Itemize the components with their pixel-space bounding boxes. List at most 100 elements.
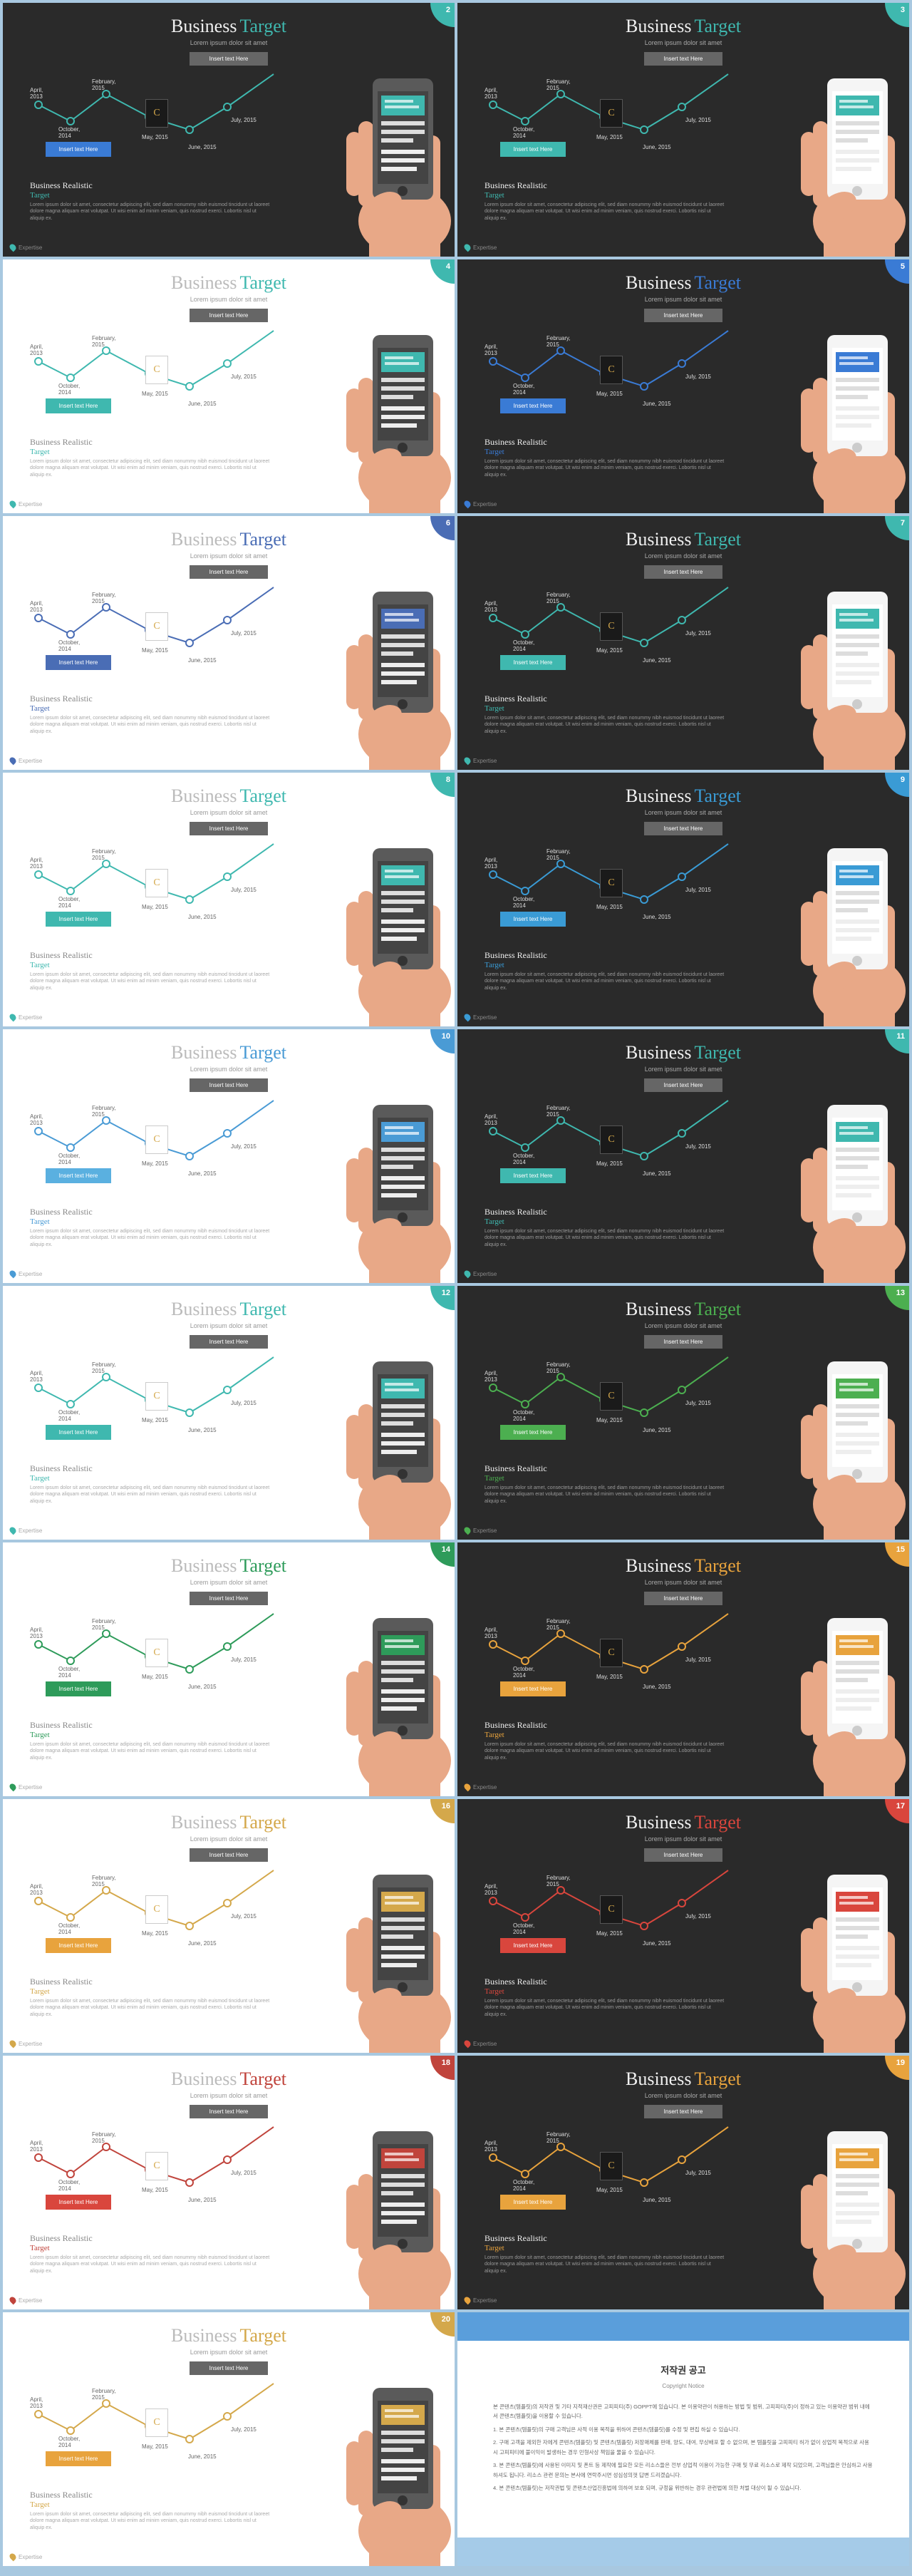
hand-phone-illustration bbox=[760, 1860, 909, 2053]
insert-text-button-top[interactable]: Insert text Here bbox=[190, 1078, 268, 1092]
title-word-1: Business bbox=[626, 2068, 691, 2089]
subtitle: Lorem ipsum dolor sit amet bbox=[3, 2349, 455, 2356]
subtitle: Lorem ipsum dolor sit amet bbox=[3, 1066, 455, 1073]
description-block: Business Realistic Target Lorem ipsum do… bbox=[484, 1207, 727, 1249]
cta-button[interactable]: Insert text Here bbox=[46, 1425, 111, 1440]
cta-button[interactable]: Insert text Here bbox=[500, 1938, 566, 1953]
footer: Expertise bbox=[465, 1783, 497, 1791]
footer: Expertise bbox=[465, 244, 497, 251]
slide-4: 4 Business Target Lorem ipsum dolor sit … bbox=[3, 259, 455, 513]
subtitle: Lorem ipsum dolor sit amet bbox=[457, 1835, 909, 1843]
insert-text-button-top[interactable]: Insert text Here bbox=[644, 1078, 722, 1092]
slide-title: Business Target bbox=[457, 1029, 909, 1063]
subtitle: Lorem ipsum dolor sit amet bbox=[3, 552, 455, 560]
insert-text-button-top[interactable]: Insert text Here bbox=[190, 52, 268, 66]
insert-text-button-top[interactable]: Insert text Here bbox=[644, 52, 722, 66]
cta-button[interactable]: Insert text Here bbox=[500, 142, 566, 157]
slide-5: 5 Business Target Lorem ipsum dolor sit … bbox=[457, 259, 909, 513]
insert-text-button-top[interactable]: Insert text Here bbox=[644, 1592, 722, 1605]
pin-icon bbox=[463, 243, 472, 252]
footer: Expertise bbox=[10, 500, 42, 508]
insert-text-button-top[interactable]: Insert text Here bbox=[190, 2361, 268, 2375]
cta-button[interactable]: Insert text Here bbox=[46, 1168, 111, 1183]
hand-phone-illustration bbox=[760, 1347, 909, 1540]
subtitle: Lorem ipsum dolor sit amet bbox=[457, 2092, 909, 2099]
title-word-2: Target bbox=[239, 16, 286, 36]
hand-phone-illustration bbox=[305, 1860, 455, 2053]
pin-icon bbox=[463, 756, 472, 766]
subtitle: Lorem ipsum dolor sit amet bbox=[457, 809, 909, 816]
slide-title: Business Target bbox=[3, 3, 455, 37]
cta-button[interactable]: Insert text Here bbox=[46, 1681, 111, 1696]
title-word-1: Business bbox=[171, 2325, 237, 2346]
cta-button[interactable]: Insert text Here bbox=[46, 142, 111, 157]
cta-button[interactable]: Insert text Here bbox=[46, 655, 111, 670]
cta-button[interactable]: Insert text Here bbox=[46, 2195, 111, 2210]
title-word-2: Target bbox=[239, 1812, 286, 1833]
cta-button[interactable]: Insert text Here bbox=[500, 1425, 566, 1440]
hand-phone-illustration bbox=[305, 64, 455, 257]
insert-text-button-top[interactable]: Insert text Here bbox=[644, 822, 722, 835]
slide-10: 10 Business Target Lorem ipsum dolor sit… bbox=[3, 1029, 455, 1283]
cta-button[interactable]: Insert text Here bbox=[500, 1168, 566, 1183]
pin-icon bbox=[9, 1269, 18, 1279]
title-word-1: Business bbox=[626, 16, 691, 36]
cta-button[interactable]: Insert text Here bbox=[500, 912, 566, 927]
center-badge: C bbox=[145, 1895, 168, 1924]
insert-text-button-top[interactable]: Insert text Here bbox=[190, 565, 268, 579]
pin-icon bbox=[9, 2552, 18, 2562]
slide-15: 15 Business Target Lorem ipsum dolor sit… bbox=[457, 1542, 909, 1796]
cta-button[interactable]: Insert text Here bbox=[500, 2195, 566, 2210]
cta-button[interactable]: Insert text Here bbox=[46, 2451, 111, 2466]
subtitle: Lorem ipsum dolor sit amet bbox=[457, 1066, 909, 1073]
subtitle: Lorem ipsum dolor sit amet bbox=[3, 2092, 455, 2099]
footer: Expertise bbox=[10, 2553, 42, 2560]
insert-text-button-top[interactable]: Insert text Here bbox=[190, 2105, 268, 2118]
pin-icon bbox=[9, 500, 18, 509]
slide-6: 6 Business Target Lorem ipsum dolor sit … bbox=[3, 516, 455, 770]
cta-button[interactable]: Insert text Here bbox=[500, 1681, 566, 1696]
slide-title: Business Target bbox=[457, 259, 909, 294]
title-word-2: Target bbox=[239, 2325, 286, 2346]
cta-button[interactable]: Insert text Here bbox=[46, 1938, 111, 1953]
cta-button[interactable]: Insert text Here bbox=[500, 398, 566, 413]
pin-icon bbox=[463, 500, 472, 509]
description-block: Business Realistic Target Lorem ipsum do… bbox=[30, 2490, 272, 2532]
hand-phone-illustration bbox=[760, 64, 909, 257]
slide-title: Business Target bbox=[457, 773, 909, 807]
center-badge: C bbox=[600, 1125, 623, 1154]
slide-14: 14 Business Target Lorem ipsum dolor sit… bbox=[3, 1542, 455, 1796]
hand-phone-illustration bbox=[760, 1604, 909, 1796]
slide-13: 13 Business Target Lorem ipsum dolor sit… bbox=[457, 1286, 909, 1540]
insert-text-button-top[interactable]: Insert text Here bbox=[190, 1335, 268, 1349]
insert-text-button-top[interactable]: Insert text Here bbox=[644, 309, 722, 322]
insert-text-button-top[interactable]: Insert text Here bbox=[190, 822, 268, 835]
footer: Expertise bbox=[10, 2297, 42, 2304]
cta-button[interactable]: Insert text Here bbox=[46, 398, 111, 413]
hand-phone-illustration bbox=[305, 1604, 455, 1796]
pin-icon bbox=[9, 2296, 18, 2305]
insert-text-button-top[interactable]: Insert text Here bbox=[190, 309, 268, 322]
title-word-1: Business bbox=[626, 785, 691, 806]
hand-phone-illustration bbox=[305, 1091, 455, 1283]
subtitle: Lorem ipsum dolor sit amet bbox=[3, 1322, 455, 1329]
insert-text-button-top[interactable]: Insert text Here bbox=[644, 565, 722, 579]
subtitle: Lorem ipsum dolor sit amet bbox=[3, 1579, 455, 1586]
insert-text-button-top[interactable]: Insert text Here bbox=[644, 1848, 722, 1862]
slide-title: Business Target bbox=[3, 773, 455, 807]
slide-12: 12 Business Target Lorem ipsum dolor sit… bbox=[3, 1286, 455, 1540]
insert-text-button-top[interactable]: Insert text Here bbox=[644, 1335, 722, 1349]
description-block: Business Realistic Target Lorem ipsum do… bbox=[30, 950, 272, 992]
slide-20: 20 Business Target Lorem ipsum dolor sit… bbox=[3, 2312, 455, 2566]
description-block: Business Realistic Target Lorem ipsum do… bbox=[484, 694, 727, 736]
pin-icon bbox=[463, 1526, 472, 1535]
title-word-2: Target bbox=[239, 1555, 286, 1576]
cta-button[interactable]: Insert text Here bbox=[500, 655, 566, 670]
center-badge: C bbox=[145, 869, 168, 897]
insert-text-button-top[interactable]: Insert text Here bbox=[190, 1592, 268, 1605]
insert-text-button-top[interactable]: Insert text Here bbox=[190, 1848, 268, 1862]
insert-text-button-top[interactable]: Insert text Here bbox=[644, 2105, 722, 2118]
cta-button[interactable]: Insert text Here bbox=[46, 912, 111, 927]
slide-title: Business Target bbox=[3, 2056, 455, 2090]
title-word-1: Business bbox=[171, 16, 237, 36]
